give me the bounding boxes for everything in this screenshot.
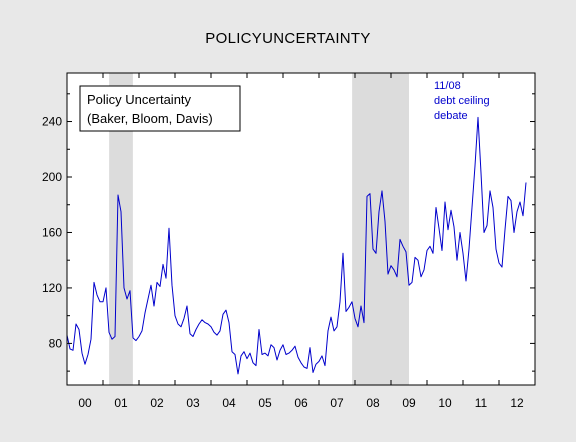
x-tick-label: 05 bbox=[258, 396, 272, 410]
x-tick-label: 03 bbox=[186, 396, 200, 410]
x-tick-label: 00 bbox=[78, 396, 92, 410]
legend-line-1: Policy Uncertainty bbox=[87, 92, 192, 107]
annotation-line-2: debt ceiling bbox=[434, 95, 490, 107]
annotation-line-3: debate bbox=[434, 110, 468, 122]
recession-shade-0 bbox=[109, 73, 133, 385]
x-tick-label: 08 bbox=[366, 396, 380, 410]
annotation-line-1: 11/08 bbox=[434, 80, 461, 92]
legend-box: Policy Uncertainty (Baker, Bloom, Davis) bbox=[79, 85, 241, 132]
y-axis: 80 120 160 200 240 bbox=[42, 93, 535, 372]
series-group bbox=[66, 116, 527, 375]
x-tick-label: 07 bbox=[330, 396, 344, 410]
x-tick-label: 11 bbox=[475, 396, 488, 410]
x-tick-label: 10 bbox=[438, 396, 452, 410]
plot-frame bbox=[66, 72, 536, 386]
chart-title: POLICYUNCERTAINTY bbox=[205, 30, 371, 47]
annotation: 11/08 debt ceiling debate bbox=[434, 80, 490, 122]
x-tick-label: 12 bbox=[510, 396, 524, 410]
legend-frame bbox=[79, 85, 241, 132]
x-tick-label: 02 bbox=[150, 396, 164, 410]
series-line-0 bbox=[66, 116, 527, 375]
legend-line-2: (Baker, Bloom, Davis) bbox=[87, 111, 213, 126]
x-tick-label: 06 bbox=[294, 396, 308, 410]
x-tick-label: 01 bbox=[114, 396, 128, 410]
recession-shade-1 bbox=[352, 73, 409, 385]
y-tick-label: 160 bbox=[42, 225, 62, 239]
recession-shades bbox=[109, 73, 409, 385]
y-tick-label: 200 bbox=[42, 170, 62, 184]
x-tick-label: 04 bbox=[222, 396, 236, 410]
y-tick-label: 120 bbox=[42, 281, 62, 295]
y-tick-label: 80 bbox=[49, 336, 63, 350]
x-tick-label: 09 bbox=[402, 396, 416, 410]
y-tick-label: 240 bbox=[42, 115, 62, 129]
x-axis: 00 01 02 03 04 05 06 07 08 09 10 11 12 bbox=[66, 73, 524, 410]
